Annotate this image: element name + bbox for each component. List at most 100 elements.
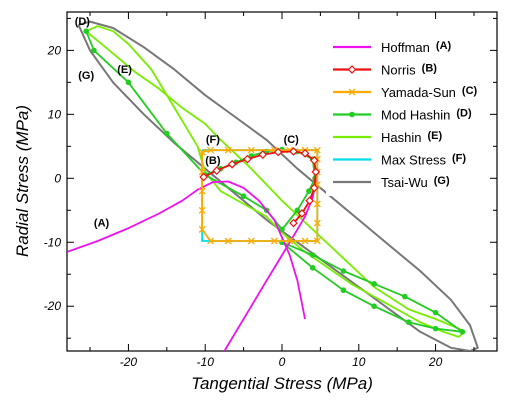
y-tick-label: -10 bbox=[44, 235, 62, 249]
x-axis-label: Tangential Stress (MPa) bbox=[191, 374, 373, 393]
x-tick-label: -20 bbox=[120, 355, 138, 369]
yamada-sun-point bbox=[286, 237, 294, 245]
series-tsai-wu bbox=[77, 20, 479, 351]
series-norris bbox=[199, 147, 321, 228]
series-layer bbox=[67, 20, 479, 351]
norris-point bbox=[297, 209, 307, 218]
yamada-sun-point bbox=[313, 200, 321, 208]
legend-entry-hoffman: Hoffman (A) bbox=[333, 40, 452, 55]
mod-hashin-point bbox=[306, 188, 312, 194]
ticks-layer: -20 -10 0 10 20 -20 -10 0 10 20 bbox=[44, 12, 497, 369]
hoffman-line bbox=[67, 180, 306, 320]
legend-label: Norris bbox=[381, 63, 416, 78]
mod-hashin-point bbox=[371, 281, 377, 287]
series-yamada-sun bbox=[198, 146, 321, 245]
yamada-sun-point bbox=[198, 187, 206, 195]
norris-point bbox=[309, 156, 319, 165]
norris-point bbox=[311, 167, 321, 177]
legend-entry-mod-hashin: Mod Hashin (D) bbox=[333, 108, 472, 123]
annotation-label: (A) bbox=[94, 217, 110, 229]
yamada-sun-point bbox=[224, 237, 232, 245]
legend-tag: (A) bbox=[436, 40, 452, 52]
norris-point bbox=[289, 218, 298, 228]
mod-hashin-point bbox=[405, 319, 412, 326]
legend-entry-yamada-sun: Yamada-Sun (C) bbox=[333, 85, 478, 100]
yamada-sun-point bbox=[247, 146, 255, 154]
yamada-sun-point bbox=[313, 237, 321, 245]
y-tick-label: 10 bbox=[48, 107, 62, 121]
x-tick-label: -10 bbox=[197, 355, 215, 369]
legend-point bbox=[348, 88, 356, 96]
y-tick-label: 20 bbox=[47, 43, 62, 57]
yamada-sun-point bbox=[224, 146, 232, 154]
mod-hashin-point bbox=[279, 226, 285, 233]
legend-tag: (C) bbox=[462, 85, 478, 97]
norris-point bbox=[212, 166, 222, 175]
norris-point bbox=[273, 147, 283, 157]
mod-hashin-point bbox=[125, 79, 132, 86]
legend-label: Tsai-Wu bbox=[381, 175, 428, 190]
annotation-label: (E) bbox=[117, 64, 132, 76]
x-tick-label: 0 bbox=[279, 355, 286, 369]
norris-point bbox=[309, 183, 319, 193]
annotation-label: (D) bbox=[75, 16, 91, 28]
hoffman-line bbox=[223, 178, 318, 351]
norris-point bbox=[289, 147, 298, 156]
mod-hashin-point bbox=[240, 193, 247, 200]
legend-label: Mod Hashin bbox=[381, 108, 450, 123]
annotation-label: (B) bbox=[205, 155, 221, 167]
mod-hashin-point bbox=[309, 252, 316, 258]
series-hashin bbox=[85, 25, 466, 338]
mod-hashin-point bbox=[402, 293, 408, 300]
yamada-sun-point bbox=[313, 146, 321, 154]
mod-hashin-point bbox=[432, 309, 439, 316]
mod-hashin-point bbox=[432, 325, 439, 332]
legend-label: Yamada-Sun bbox=[381, 85, 456, 100]
legend-point bbox=[349, 111, 355, 118]
annotation-label: (F) bbox=[206, 134, 220, 146]
norris-point bbox=[243, 154, 252, 164]
annotation-layer: (D) (E) (G) (A) (F) (B) (C) bbox=[75, 16, 299, 229]
norris-point bbox=[300, 149, 310, 158]
legend-entry-max-stress: Max Stress (F) bbox=[333, 153, 466, 168]
mod-hashin-point bbox=[371, 303, 377, 310]
hashin-line bbox=[85, 25, 466, 338]
legend-label: Hoffman bbox=[381, 40, 430, 55]
legend-label: Hashin bbox=[381, 130, 421, 145]
y-axis-label: Radial Stress (MPa) bbox=[13, 105, 32, 257]
legend-point bbox=[347, 65, 357, 74]
annotation-label: (C) bbox=[284, 134, 300, 146]
mod-hashin-point bbox=[294, 207, 301, 214]
legend-tag: (G) bbox=[434, 175, 450, 187]
mod-hashin-point bbox=[91, 47, 97, 54]
mod-hashin-point bbox=[340, 287, 347, 294]
tsai-wu-line bbox=[77, 20, 479, 351]
legend-tag: (F) bbox=[452, 153, 466, 165]
norris-point bbox=[227, 159, 237, 169]
x-tick-label: 20 bbox=[428, 355, 443, 369]
mod-hashin-point bbox=[309, 265, 316, 271]
y-tick-label: 0 bbox=[54, 171, 61, 185]
legend-tag: (B) bbox=[422, 63, 438, 75]
yamada-sun-point bbox=[198, 226, 206, 233]
yamada-sun-point bbox=[247, 237, 255, 245]
yamada-sun-point bbox=[198, 206, 206, 214]
mod-hashin-point bbox=[340, 268, 347, 274]
yamada-sun-point bbox=[207, 146, 215, 154]
legend-entry-tsai-wu: Tsai-Wu (G) bbox=[333, 175, 450, 190]
norris-point bbox=[305, 196, 314, 206]
y-tick-label: -20 bbox=[44, 299, 62, 313]
legend-tag: (E) bbox=[427, 130, 442, 142]
yamada-sun-point bbox=[270, 237, 278, 245]
legend-entry-norris: Norris (B) bbox=[333, 63, 437, 78]
mod-hashin-point bbox=[459, 329, 466, 335]
legend-label: Max Stress bbox=[381, 153, 447, 168]
norris-point bbox=[199, 172, 209, 182]
legend-tag: (D) bbox=[456, 108, 472, 120]
annotation-label: (G) bbox=[78, 70, 94, 82]
series-hoffman bbox=[67, 180, 306, 320]
yamada-sun-point bbox=[301, 237, 309, 245]
mod-hashin-point bbox=[83, 28, 89, 34]
legend: Hoffman (A) Norris (B) Yamada-Sun (C) Mod Hash… bbox=[333, 40, 478, 190]
